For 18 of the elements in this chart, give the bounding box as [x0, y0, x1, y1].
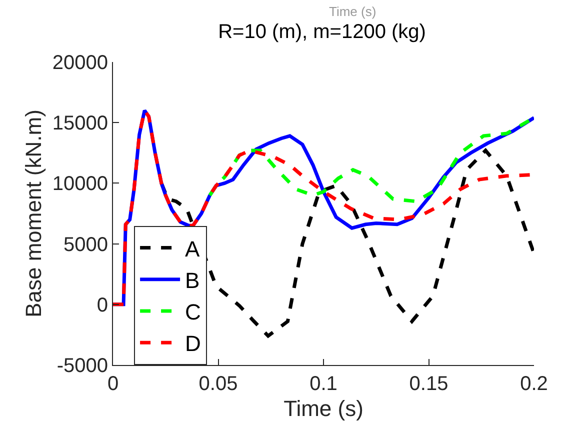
y-tick-label: 15000 — [52, 112, 108, 135]
x-axis-title: Time (s) — [284, 396, 364, 421]
y-tick-label: -5000 — [56, 355, 108, 377]
x-tick-label: 0.05 — [198, 373, 238, 395]
x-tick-label: 0.1 — [310, 373, 338, 395]
legend-label: D — [185, 331, 201, 356]
chart-title: R=10 (m), m=1200 (kg) — [218, 20, 426, 43]
x-tick-label: 0.2 — [520, 373, 548, 395]
text: Time (s) — [329, 4, 376, 19]
legend-label: C — [185, 300, 202, 325]
legend-label: B — [185, 268, 200, 293]
y-tick-label: 0 — [96, 294, 108, 316]
x-tick-label: 0.15 — [409, 373, 448, 395]
legend-label: A — [185, 236, 200, 262]
y-tick-label: 10000 — [52, 173, 108, 196]
y-tick-label: 5000 — [64, 234, 108, 256]
y-axis-title: Base moment (kN.m) — [21, 110, 46, 318]
y-tick-label: 20000 — [52, 52, 108, 74]
